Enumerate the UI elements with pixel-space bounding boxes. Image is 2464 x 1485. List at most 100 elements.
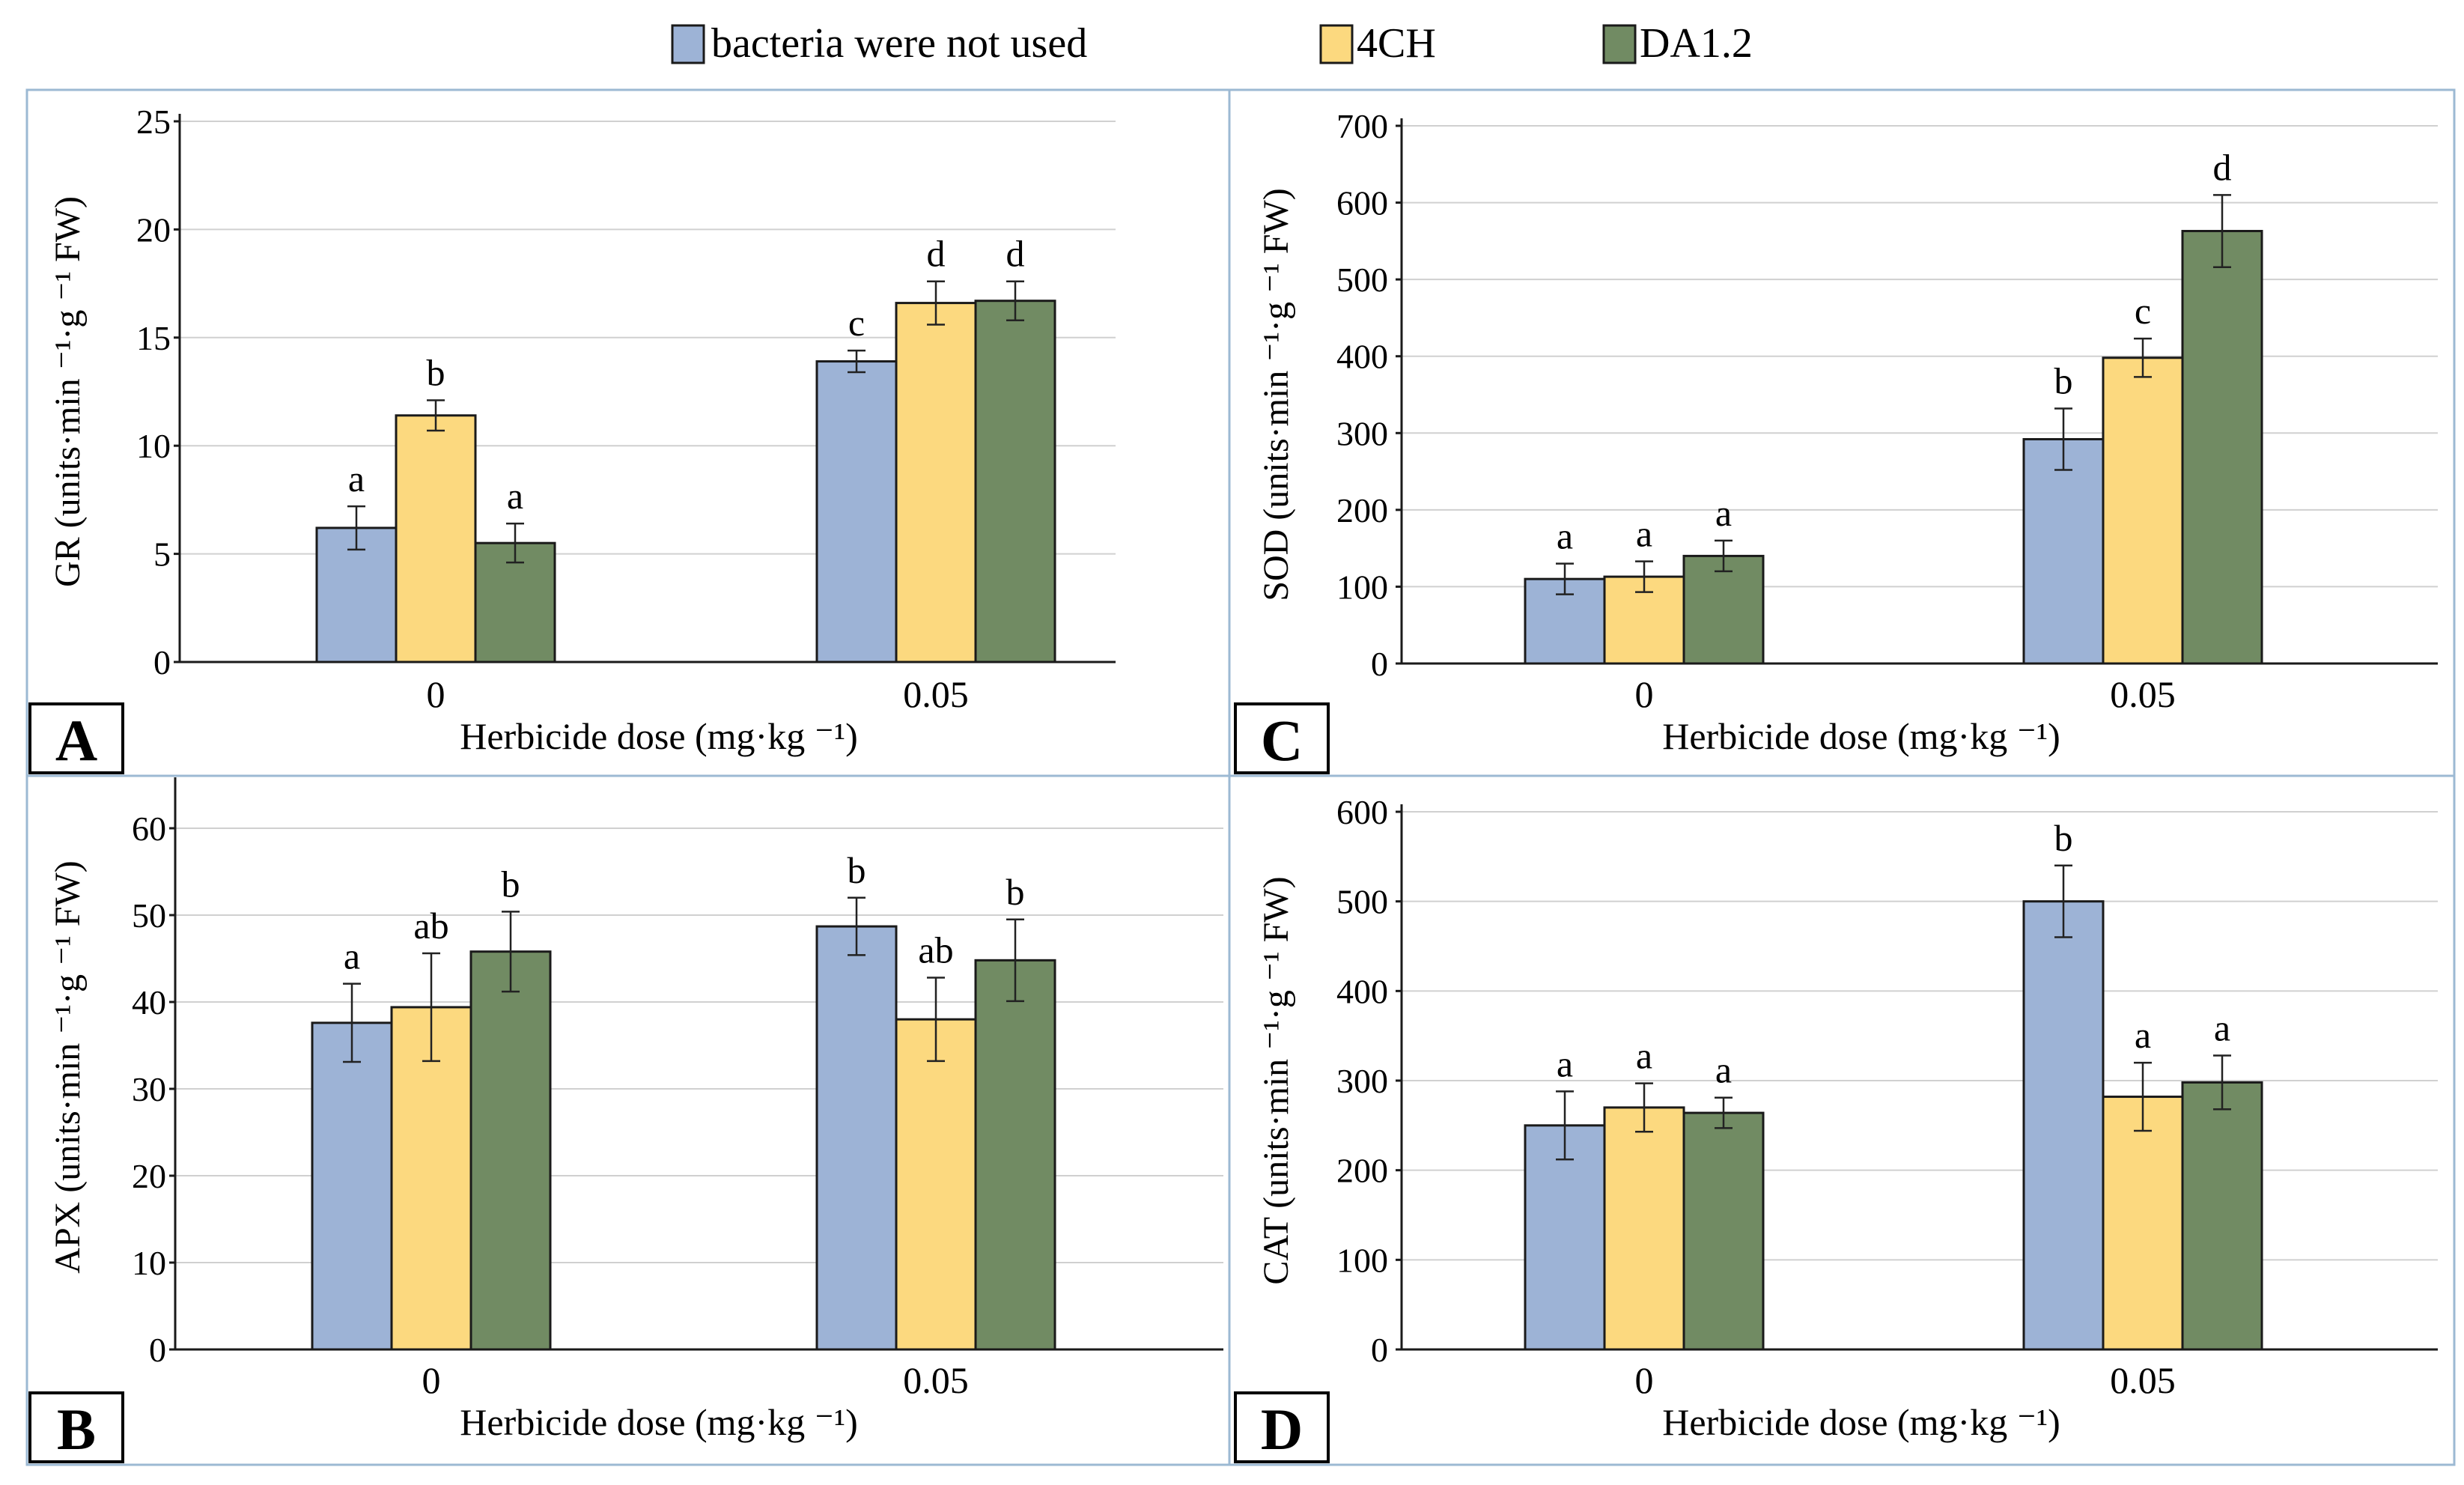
significance-letter: d: [2213, 146, 2232, 188]
panel-d: 0 100 200 300 400 500 600 a a a 0 b a a 0.05 Herbicide …: [1234, 793, 2438, 1463]
bar-b-1-2: [974, 959, 1056, 1351]
y-tick-label: 500: [1336, 883, 1388, 921]
y-tick-label: 300: [1336, 414, 1388, 452]
significance-letter: b: [2054, 817, 2073, 859]
y-tick-label: 400: [1336, 972, 1388, 1010]
significance-letter: a: [507, 475, 523, 517]
significance-letter: ab: [918, 929, 953, 971]
y-tick-label: 0: [149, 1331, 166, 1369]
y-tick-label: 200: [1336, 491, 1388, 529]
bar-c-1-1: [2102, 356, 2184, 665]
y-tick-label: 15: [136, 319, 171, 357]
y-axis-title: GR (units·min ⁻¹·g ⁻¹ FW): [48, 196, 88, 587]
panel-label-box: [1234, 1391, 1330, 1463]
bar-c-1-0: [2022, 437, 2105, 665]
bar-a-1-0: [815, 360, 898, 663]
y-tick-label: 20: [136, 210, 171, 249]
significance-letter: a: [344, 935, 360, 977]
significance-letter: d: [1006, 233, 1025, 275]
y-tick-label: 300: [1336, 1062, 1388, 1100]
bar-a-1-1: [895, 302, 977, 663]
significance-letter: b: [502, 863, 520, 905]
panel-label: D: [1261, 1397, 1303, 1462]
panel-label: A: [55, 708, 97, 773]
significance-letter: b: [1006, 871, 1025, 913]
significance-letter: c: [848, 302, 865, 344]
legend-item-da12: DA1.2: [1602, 20, 1753, 67]
significance-letter: ab: [413, 905, 448, 947]
x-axis-title: Herbicide dose (mg·kg ⁻¹): [460, 715, 858, 757]
significance-letter: a: [1557, 515, 1573, 557]
y-tick-label: 25: [136, 103, 171, 141]
panel-b: 0 10 20 30 40 50 60 a ab b 0 b ab b 0.05 Herbicide dose…: [28, 777, 1223, 1463]
legend-swatch-control: [671, 24, 705, 64]
bar-b-0-0: [311, 1021, 393, 1351]
panel-d-border: [1228, 774, 2456, 1466]
x-category-label: 0.05: [2110, 673, 2176, 715]
y-tick-label: 10: [132, 1244, 166, 1282]
x-axis-title: Herbicide dose (mg·kg ⁻¹): [460, 1401, 858, 1443]
y-tick-label: 5: [153, 535, 171, 574]
legend: bacteria were not used 4CH DA1.2: [671, 20, 1753, 67]
legend-label-control: bacteria were not used: [711, 20, 1087, 67]
x-category-label: 0: [427, 673, 445, 715]
significance-letter: b: [848, 849, 866, 891]
x-category-label: 0.05: [2110, 1359, 2176, 1401]
panel-label: B: [57, 1397, 96, 1462]
bar-b-0-2: [469, 950, 552, 1351]
panel-a: 0 5 10 15 20 25 a b a 0 c d d 0.05 Herbicide dose (mg·…: [28, 103, 1116, 774]
significance-letter: b: [427, 352, 445, 394]
y-tick-label: 30: [132, 1070, 166, 1108]
bar-b-1-1: [895, 1018, 977, 1351]
significance-letter: d: [927, 233, 946, 275]
y-tick-label: 500: [1336, 261, 1388, 299]
panel-label-box: [28, 1391, 124, 1463]
bar-b-0-1: [390, 1006, 472, 1351]
legend-item-4ch: 4CH: [1319, 20, 1436, 67]
y-axis-title: CAT (units·min ⁻¹·g ⁻¹ FW): [1256, 876, 1296, 1284]
y-tick-label: 60: [132, 810, 166, 848]
significance-letter: c: [2135, 290, 2151, 332]
x-axis-title: Herbicide dose (mg·kg ⁻¹): [1662, 1401, 2060, 1443]
y-tick-label: 600: [1336, 793, 1388, 831]
x-category-label: 0: [1635, 1359, 1654, 1401]
bar-a-0-1: [395, 414, 477, 663]
x-category-label: 0: [422, 1359, 441, 1401]
significance-letter: a: [2214, 1006, 2230, 1048]
y-tick-label: 0: [153, 643, 171, 681]
panel-c: 0 100 200 300 400 500 600 700 a a a 0 b c d 0.05 Herbici…: [1234, 107, 2438, 774]
panel-label-box: [28, 702, 124, 774]
y-tick-label: 10: [136, 427, 171, 465]
legend-label-4ch: 4CH: [1357, 20, 1436, 67]
bar-a-1-2: [974, 300, 1056, 663]
significance-letter: a: [348, 458, 365, 499]
significance-letter: a: [1715, 1049, 1732, 1091]
legend-swatch-4ch: [1319, 24, 1354, 64]
y-tick-label: 0: [1371, 645, 1388, 683]
bar-d-0-2: [1682, 1111, 1765, 1351]
y-tick-label: 400: [1336, 338, 1388, 376]
legend-label-da12: DA1.2: [1640, 20, 1753, 67]
y-tick-label: 700: [1336, 107, 1388, 145]
significance-letter: a: [1715, 492, 1732, 534]
legend-swatch-da12: [1602, 24, 1637, 64]
y-tick-label: 20: [132, 1157, 166, 1195]
y-tick-label: 40: [132, 983, 166, 1021]
bar-c-0-0: [1524, 577, 1606, 665]
bar-d-1-2: [2181, 1081, 2263, 1351]
bar-d-1-1: [2102, 1096, 2184, 1351]
significance-letter: a: [1636, 1035, 1652, 1077]
y-tick-label: 200: [1336, 1152, 1388, 1190]
x-axis-title: Herbicide dose (mg·kg ⁻¹): [1662, 715, 2060, 757]
panel-label: C: [1261, 708, 1303, 773]
x-category-label: 0.05: [903, 1359, 969, 1401]
y-tick-label: 100: [1336, 1241, 1388, 1279]
y-tick-label: 50: [132, 896, 166, 935]
significance-letter: a: [2135, 1014, 2151, 1056]
legend-item-control: bacteria were not used: [671, 20, 1087, 67]
y-tick-label: 600: [1336, 184, 1388, 222]
significance-letter: b: [2054, 359, 2073, 401]
bar-c-1-2: [2181, 230, 2263, 665]
significance-letter: a: [1636, 513, 1652, 555]
